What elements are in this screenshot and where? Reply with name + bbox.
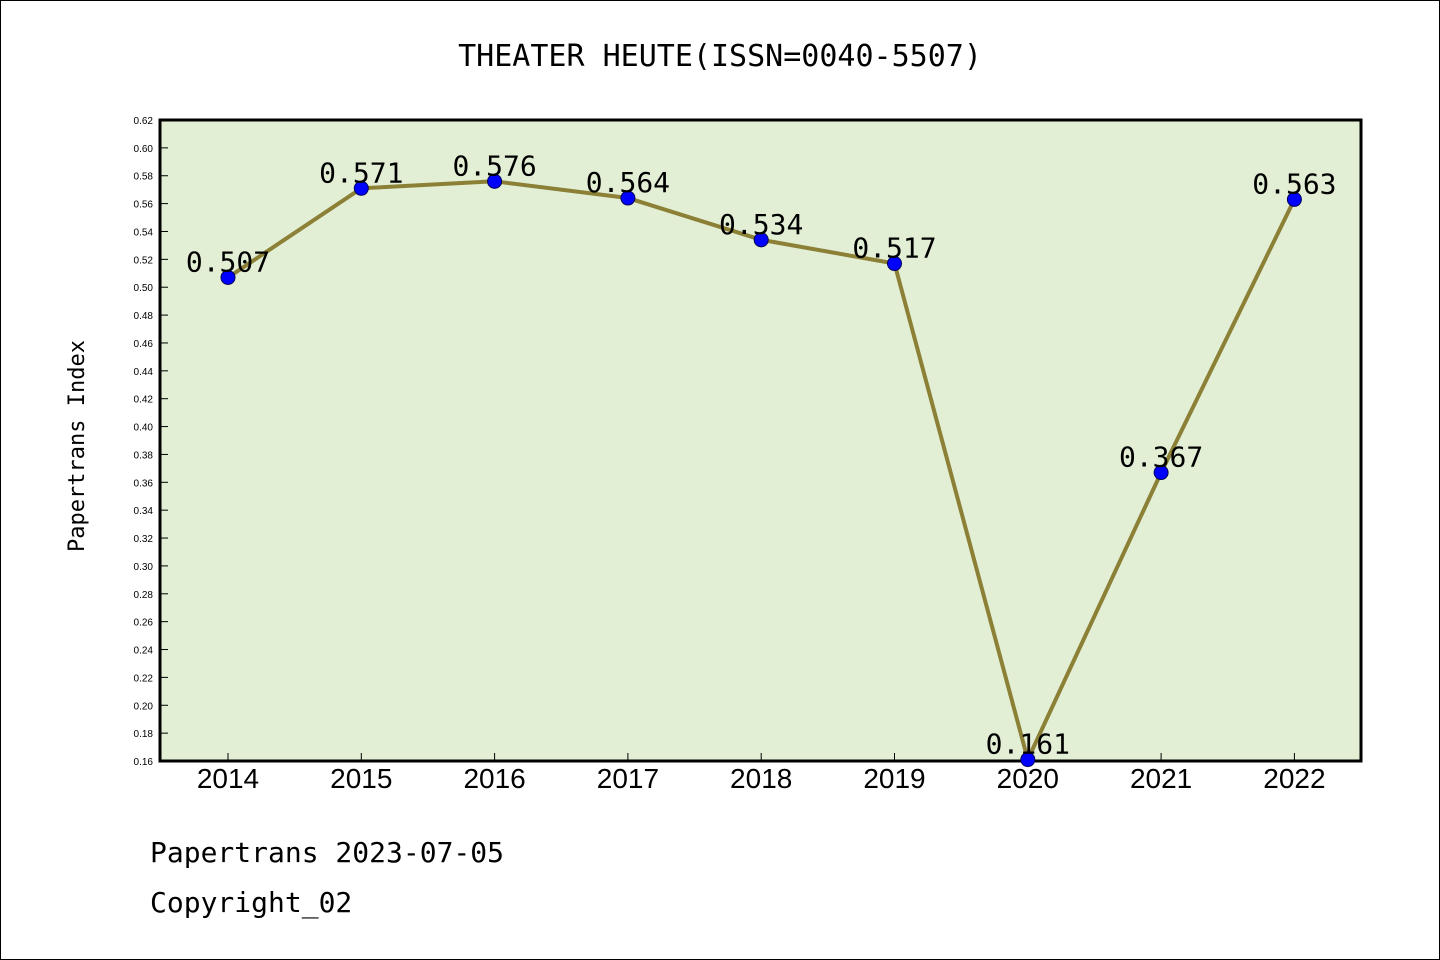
x-tick-label: 2015: [330, 763, 392, 794]
data-label: 0.571: [319, 156, 403, 189]
x-tick-label: 2021: [1130, 763, 1192, 794]
y-tick-label: 0.58: [134, 172, 154, 183]
data-point: [620, 190, 636, 206]
footer-copyright: Copyright_02: [150, 886, 353, 919]
y-tick-label: 0.18: [134, 729, 154, 740]
data-label: 0.534: [719, 208, 803, 241]
y-tick-label: 0.22: [134, 673, 154, 684]
y-tick-label: 0.46: [134, 339, 154, 350]
y-tick-label: 0.52: [134, 255, 154, 266]
y-tick-label: 0.20: [134, 701, 154, 712]
y-tick-label: 0.32: [134, 534, 154, 545]
data-point: [1286, 191, 1302, 207]
x-tick-label: 2016: [463, 763, 525, 794]
data-point: [753, 232, 769, 248]
data-label: 0.564: [586, 166, 670, 199]
y-tick-label: 0.50: [134, 283, 154, 294]
y-tick-label: 0.36: [134, 478, 154, 489]
data-label: 0.563: [1252, 167, 1336, 200]
y-tick-label: 0.24: [134, 646, 154, 657]
data-point: [1020, 752, 1036, 768]
plot-area: [158, 118, 1363, 763]
x-tick-label: 2014: [197, 763, 259, 794]
y-tick-label: 0.56: [134, 200, 154, 211]
x-tick-label: 2020: [997, 763, 1059, 794]
data-point: [353, 180, 369, 196]
y-tick-label: 0.54: [134, 227, 154, 238]
series-group: [220, 173, 1302, 768]
y-tick-label: 0.28: [134, 590, 154, 601]
data-point: [487, 173, 503, 189]
y-tick-label: 0.44: [134, 367, 154, 378]
footer-date: Papertrans 2023-07-05: [150, 836, 505, 869]
data-label: 0.517: [852, 232, 936, 265]
y-tick-label: 0.16: [134, 757, 154, 768]
data-label: 0.576: [452, 149, 536, 182]
y-tick-label: 0.26: [134, 618, 154, 629]
data-labels: 0.507 0.571 0.576 0.564 0.534 0.517 0.161 0.367…: [186, 149, 1337, 760]
y-axis: 0.16 0.18 0.20 0.22 0.24 0.26 0.28 0.30 0.32 0.34…: [134, 116, 168, 768]
x-tick-label: 2022: [1263, 763, 1325, 794]
y-tick-label: 0.60: [134, 144, 154, 155]
x-axis: 2014 2015 2016 2017 2018 2019 2020 2021 2022: [197, 753, 1326, 794]
x-tick-label: 2017: [597, 763, 659, 794]
data-point: [887, 256, 902, 272]
y-tick-label: 0.38: [134, 450, 154, 461]
chart-title: THEATER HEUTE(ISSN=0040-5507): [458, 39, 982, 74]
data-label: 0.367: [1119, 441, 1203, 474]
x-tick-label: 2018: [730, 763, 792, 794]
y-axis-label: Papertrans Index: [65, 340, 90, 552]
y-tick-label: 0.40: [134, 423, 154, 434]
data-point: [1153, 465, 1169, 481]
data-point: [220, 269, 236, 285]
x-tick-label: 2019: [863, 763, 925, 794]
y-tick-label: 0.30: [134, 562, 154, 573]
y-tick-label: 0.62: [134, 116, 154, 127]
data-label: 0.161: [986, 728, 1070, 761]
y-tick-label: 0.48: [134, 311, 154, 322]
y-tick-label: 0.42: [134, 395, 154, 406]
data-label: 0.507: [186, 245, 270, 278]
y-tick-label: 0.34: [134, 506, 154, 517]
